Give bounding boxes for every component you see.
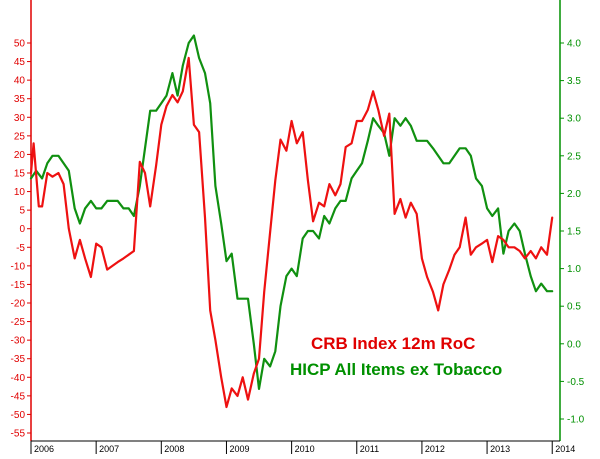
left-tick-label: 40	[14, 76, 26, 87]
x-tick-label: 2012	[425, 444, 445, 454]
x-tick-label: 2006	[34, 444, 54, 454]
right-y-axis: 4.0 3.5 3.0 2.5 2.0 1.5 1.0 0.5 0.0 -0.5 -1.0	[559, 0, 585, 441]
left-tick-label: -45	[11, 391, 26, 402]
right-tick-label: 4.0	[567, 39, 581, 50]
left-tick-label: -25	[11, 317, 26, 328]
right-tick-label: 0.0	[567, 339, 581, 350]
x-tick-label: 2010	[295, 444, 315, 454]
right-tick-label: -1.0	[567, 415, 585, 426]
right-tick-label: -0.5	[567, 377, 585, 388]
x-tick-label: 2013	[490, 444, 510, 454]
left-tick-label: -50	[11, 410, 26, 421]
left-tick-label: -10	[11, 261, 26, 272]
series-line-hicp	[29, 34, 554, 390]
legend-crb-label: CRB Index 12m RoC	[311, 334, 475, 353]
left-tick-label: 50	[14, 39, 26, 50]
legend: CRB Index 12m RoC HICP All Items ex Toba…	[290, 334, 502, 379]
series-line-crb	[29, 56, 554, 409]
left-tick-label: 35	[14, 94, 26, 105]
left-tick-label: 5	[19, 206, 25, 217]
x-axis: 2006 2007 2008 2009 2010 2011 2012 2013 2014	[30, 440, 575, 454]
left-tick-label: 0	[19, 224, 25, 235]
x-tick-label: 2008	[164, 444, 184, 454]
left-tick-label: 25	[14, 131, 26, 142]
left-y-axis: 50454035302520151050-5-10-15-20-25-30-35…	[11, 0, 32, 441]
left-tick-label: 10	[14, 187, 26, 198]
right-tick-label: 1.0	[567, 264, 581, 275]
series-layer	[29, 34, 554, 409]
right-tick-label: 3.0	[567, 114, 581, 125]
legend-hicp-label: HICP All Items ex Tobacco	[290, 360, 502, 379]
x-tick-label: 2011	[360, 444, 379, 454]
left-tick-label: 45	[14, 57, 26, 68]
left-tick-label: 20	[14, 150, 26, 161]
left-tick-label: -5	[16, 243, 25, 254]
left-tick-label: -35	[11, 354, 26, 365]
right-tick-label: 3.5	[567, 76, 581, 87]
left-tick-label: -30	[11, 336, 26, 347]
left-tick-label: -55	[11, 429, 26, 440]
right-tick-label: 2.5	[567, 151, 581, 162]
left-tick-label: -40	[11, 373, 26, 384]
left-tick-label: 15	[14, 169, 26, 180]
right-tick-label: 0.5	[567, 302, 581, 313]
x-tick-label: 2014	[555, 444, 575, 454]
right-tick-label: 1.5	[567, 227, 581, 238]
left-tick-label: -15	[11, 280, 26, 291]
left-tick-label: 30	[14, 113, 26, 124]
x-tick-label: 2009	[229, 444, 249, 454]
left-tick-label: -20	[11, 299, 26, 310]
right-tick-label: 2.0	[567, 189, 581, 200]
x-tick-label: 2007	[99, 444, 119, 454]
